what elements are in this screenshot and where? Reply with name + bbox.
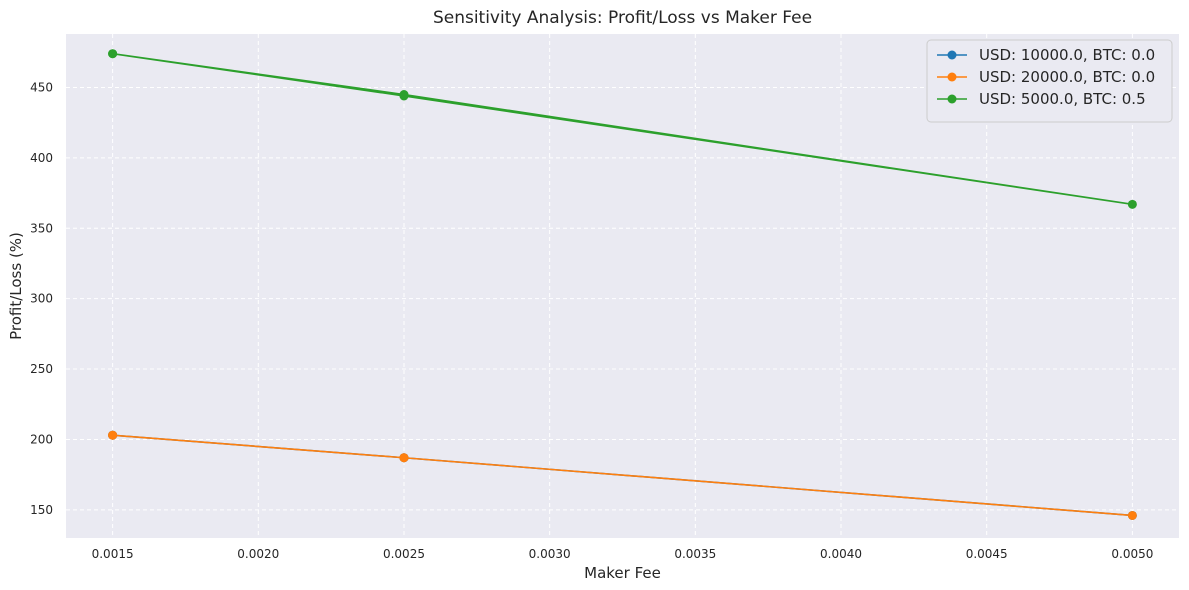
x-tick-label: 0.0025 xyxy=(383,547,425,561)
series-3 xyxy=(108,49,1137,209)
x-tick-label: 0.0050 xyxy=(1111,547,1153,561)
x-tick-label: 0.0040 xyxy=(820,547,862,561)
y-tick-label: 200 xyxy=(30,432,53,446)
series-layer xyxy=(108,49,1137,520)
grid-lines xyxy=(66,34,1179,538)
legend-marker xyxy=(947,50,957,60)
y-tick-labels: 150 200 250 300 350 400 450 xyxy=(30,80,53,516)
x-tick-label: 0.0020 xyxy=(237,547,279,561)
legend-item: USD: 20000.0, BTC: 0.0 xyxy=(937,68,1155,86)
x-tick-label: 0.0045 xyxy=(966,547,1008,561)
legend-item: USD: 5000.0, BTC: 0.5 xyxy=(937,90,1146,108)
legend-box xyxy=(926,39,1173,123)
y-tick-label: 300 xyxy=(30,292,53,306)
data-point xyxy=(1127,199,1137,209)
legend-label: USD: 20000.0, BTC: 0.0 xyxy=(979,68,1155,86)
data-point xyxy=(399,453,409,463)
legend-label: USD: 5000.0, BTC: 0.5 xyxy=(979,90,1146,108)
y-tick-label: 400 xyxy=(30,151,53,165)
legend-item: USD: 10000.0, BTC: 0.0 xyxy=(937,46,1155,64)
chart-title: Sensitivity Analysis: Profit/Loss vs Mak… xyxy=(433,8,812,28)
series-2 xyxy=(108,430,1137,520)
y-axis-label: Profit/Loss (%) xyxy=(7,232,25,340)
legend: USD: 10000.0, BTC: 0.0 USD: 20000.0, BTC:… xyxy=(926,39,1173,123)
legend-marker xyxy=(947,94,957,104)
x-tick-label: 0.0035 xyxy=(674,547,716,561)
legend-label: USD: 10000.0, BTC: 0.0 xyxy=(979,46,1155,64)
y-tick-label: 450 xyxy=(30,80,53,94)
data-point xyxy=(399,90,409,100)
y-tick-label: 150 xyxy=(30,503,53,517)
data-point xyxy=(1127,510,1137,520)
y-tick-label: 250 xyxy=(30,362,53,376)
x-axis-label: Maker Fee xyxy=(584,564,661,582)
data-point xyxy=(108,430,118,440)
x-tick-label: 0.0015 xyxy=(92,547,134,561)
x-tick-label: 0.0030 xyxy=(529,547,571,561)
x-tick-labels: 0.0015 0.0020 0.0025 0.0030 0.0035 0.0040 0.00… xyxy=(92,547,1154,561)
y-tick-label: 350 xyxy=(30,221,53,235)
data-point xyxy=(108,49,118,59)
legend-marker xyxy=(947,72,957,82)
